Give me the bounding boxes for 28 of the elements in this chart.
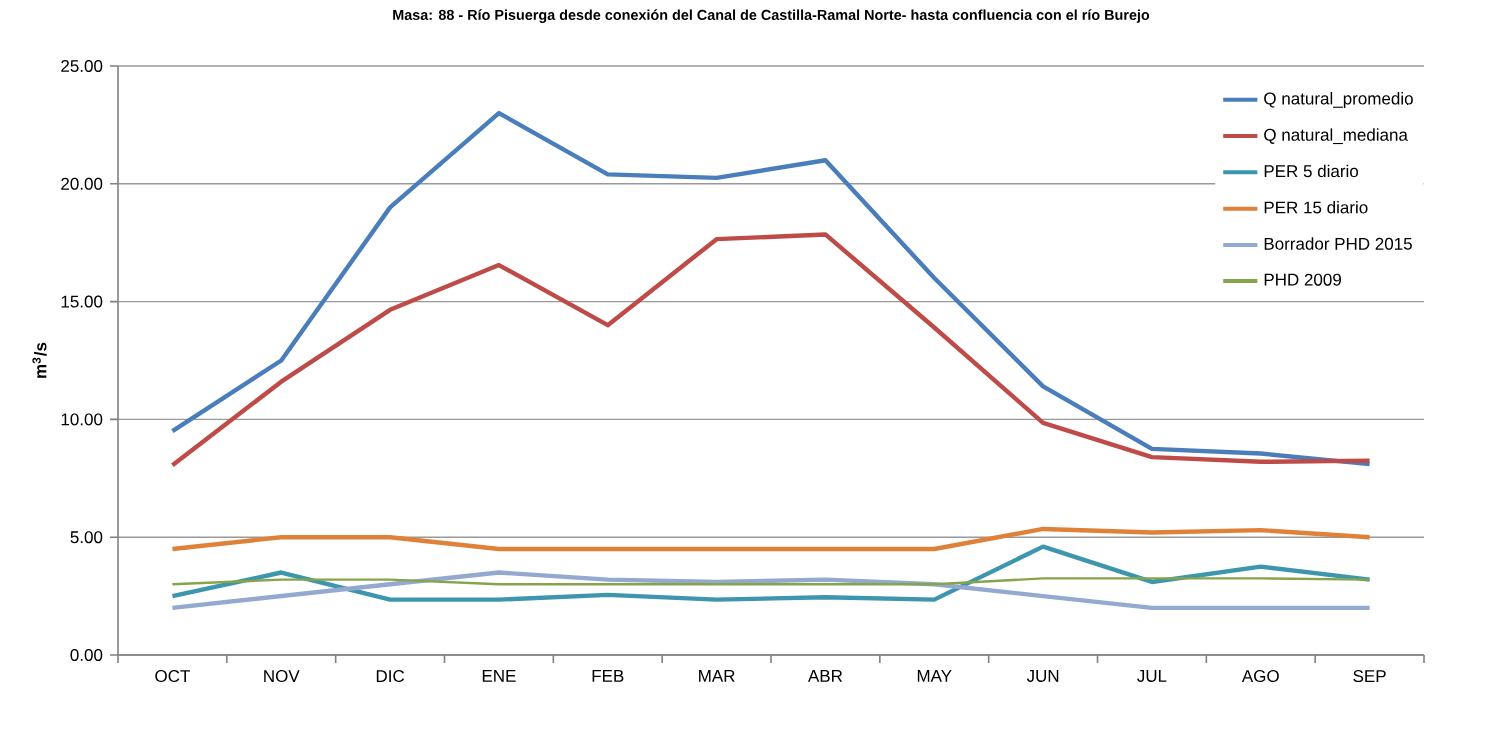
legend-label: Borrador PHD 2015 bbox=[1264, 237, 1412, 250]
x-tick-label: JUN bbox=[1026, 670, 1059, 682]
y-tick-label: 0.00 bbox=[70, 648, 103, 661]
legend-label: PER 15 diario bbox=[1264, 201, 1368, 214]
y-axis-title: m$^{3}$/s bbox=[32, 342, 47, 378]
x-tick-label: MAR bbox=[699, 670, 735, 682]
y-tick-label: 10.00 bbox=[61, 413, 103, 426]
x-tick-label: JUL bbox=[1137, 670, 1167, 682]
legend-label: PER 5 diario bbox=[1264, 164, 1359, 178]
chart-title: Masa: 88 - Río Pisuerga desde conexión del Canal de Castilla-Ramal Norte- hasta confluencia con el río Burejo bbox=[393, 9, 1150, 23]
x-tick-label: NOV bbox=[264, 670, 300, 683]
line-series bbox=[170, 232, 1372, 468]
x-tick-label: AGO bbox=[1241, 670, 1279, 683]
legend-label: Q natural_promedio bbox=[1264, 92, 1413, 108]
line-series bbox=[170, 544, 1372, 602]
y-tick-label: 15.00 bbox=[61, 295, 103, 308]
legend-label: Q natural_mediana bbox=[1264, 128, 1408, 145]
x-tick-label: MAY bbox=[917, 670, 952, 682]
y-tick-label: 5.00 bbox=[70, 531, 103, 544]
y-tick-label: 20.00 bbox=[61, 177, 103, 190]
x-tick-label: FEB bbox=[592, 670, 624, 682]
x-tick-label: SEP bbox=[1353, 670, 1386, 683]
x-tick-label: ABR bbox=[807, 670, 843, 682]
legend-label: PHD 2009 bbox=[1264, 273, 1341, 286]
x-tick-label: OCT bbox=[155, 670, 190, 683]
x-tick-label: ENE bbox=[482, 670, 516, 682]
x-tick-label: DIC bbox=[376, 670, 405, 683]
y-tick-label: 25.00 bbox=[61, 59, 103, 72]
